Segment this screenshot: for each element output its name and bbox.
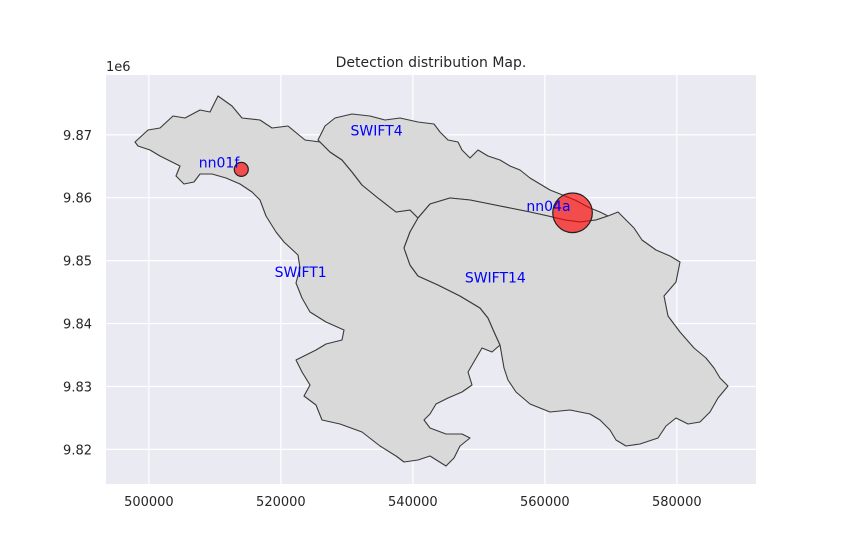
detection-markers (233, 161, 593, 234)
y-axis-offset-label: 1e6 (106, 60, 131, 75)
detection-marker-nn04a (552, 192, 593, 234)
region-label-swift1: SWIFT1 (275, 265, 327, 281)
y-tick-label: 9.84 (63, 318, 92, 333)
x-axis-ticks: 500000 520000 540000 560000 580000 (124, 495, 702, 510)
point-label-nn01f: nn01f (199, 155, 241, 171)
y-tick-label: 9.86 (63, 192, 92, 207)
y-tick-label: 9.87 (63, 129, 92, 144)
x-tick-label: 580000 (652, 495, 702, 510)
x-tick-label: 520000 (256, 495, 306, 510)
region-label-swift14: SWIFT14 (465, 271, 526, 287)
y-tick-label: 9.82 (63, 443, 92, 458)
y-tick-label: 9.83 (63, 380, 92, 395)
chart-title: Detection distribution Map. (336, 55, 527, 71)
x-tick-label: 540000 (388, 495, 438, 510)
x-tick-label: 560000 (520, 495, 570, 510)
y-axis-ticks: 9.82 9.83 9.84 9.85 9.86 9.87 (63, 129, 92, 459)
y-tick-label: 9.85 (63, 255, 92, 270)
detection-marker-nn01f (233, 161, 249, 177)
axes: 500000 520000 540000 560000 580000 9.829.839… (63, 55, 702, 510)
region-polygons (134, 95, 729, 467)
x-tick-label: 500000 (124, 495, 174, 510)
map-labels: nn01f nn04a SWIFT4 SWIFT1 SWIFT14 (199, 123, 571, 286)
point-label-nn04a: nn04a (526, 199, 570, 215)
region-label-swift4: SWIFT4 (350, 123, 402, 139)
